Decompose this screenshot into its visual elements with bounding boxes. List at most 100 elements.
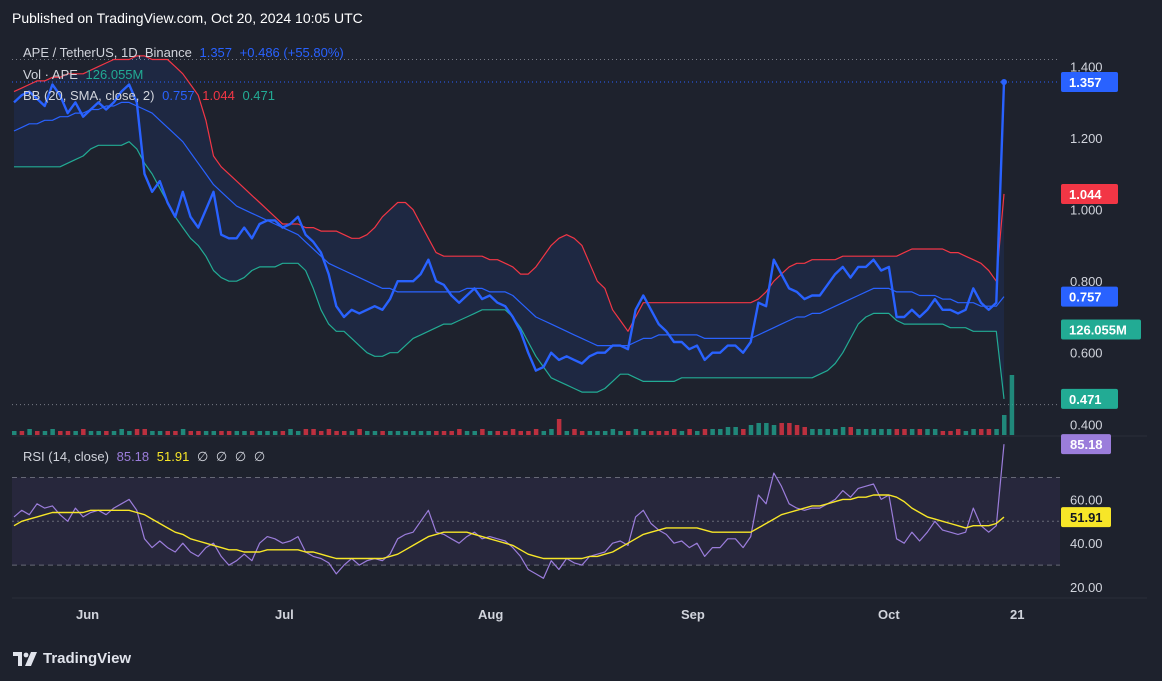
price-line[interactable] <box>13 81 1006 372</box>
volume-bar <box>556 419 562 435</box>
volume-bar <box>42 431 48 435</box>
volume-bar <box>656 431 662 435</box>
price-badge <box>1061 388 1118 409</box>
tradingview-logo-icon <box>13 651 37 666</box>
date-axis-label: Jun <box>76 607 99 622</box>
volume-bar <box>157 431 163 435</box>
volume-bar <box>134 429 140 435</box>
volume-bar <box>418 431 424 435</box>
volume-bar <box>794 425 800 435</box>
price-axis-tick: 1.400 <box>1070 60 1103 75</box>
volume-bar <box>257 431 263 435</box>
volume-bar <box>96 431 101 435</box>
volume-bar <box>265 431 270 435</box>
price-badge-label: 126.055M <box>1069 322 1127 337</box>
price-axis-tick: 0.400 <box>1070 417 1103 432</box>
legend-rsi-label[interactable]: RSI (14, close) <box>23 449 109 464</box>
volume-bar <box>886 429 892 435</box>
rsi-badge <box>1061 507 1111 528</box>
legend-rsi-null: ∅ <box>253 449 266 464</box>
volume-bar <box>188 431 194 435</box>
volume-bar <box>196 431 201 435</box>
legend-bb-label[interactable]: BB (20, SMA, close, 2) <box>23 88 155 103</box>
price-badge <box>1061 286 1118 307</box>
volume-bar <box>572 429 577 435</box>
rsi-badge-label: 85.18 <box>1070 437 1103 452</box>
volume-bar <box>27 429 32 435</box>
volume-bar <box>219 431 224 435</box>
legend-symbol[interactable]: APE / TetherUS, 1D, Binance <box>23 45 192 60</box>
volume-bar <box>710 429 715 435</box>
volume-bar <box>395 431 401 435</box>
volume-bar <box>672 429 677 435</box>
bb-basis-line[interactable] <box>13 101 1005 347</box>
rsi-band-fill <box>12 477 1060 566</box>
chart-canvas[interactable]: 1.400 1.200 1.000 0.800 0.600 0.400 1.357 1.044… <box>12 38 1147 638</box>
volume-bar <box>848 427 854 435</box>
volume-bar <box>625 431 631 435</box>
volume-bar <box>211 431 217 435</box>
volume-bar <box>679 431 685 435</box>
volume-bar <box>249 431 255 435</box>
rsi-axis-tick: 40.00 <box>1070 536 1103 551</box>
volume-bar <box>35 431 40 435</box>
volume-bar <box>503 431 508 435</box>
volume-bar <box>618 431 623 435</box>
legend-volume-row: Vol · APE 126.055M <box>23 67 147 82</box>
footer-brand[interactable]: TradingView <box>13 650 131 667</box>
volume-bar <box>50 429 55 435</box>
volume-bar <box>295 431 301 435</box>
volume-bar <box>434 431 439 435</box>
volume-bar <box>779 423 784 435</box>
price-badge-label: 0.757 <box>1069 290 1102 305</box>
volume-bar <box>226 431 232 435</box>
volume-bar <box>411 431 416 435</box>
volume-bar <box>334 431 339 435</box>
volume-bar <box>963 431 969 435</box>
volume-bar <box>802 427 807 435</box>
volume-bar <box>119 429 124 435</box>
date-axis-label: Sep <box>681 607 705 622</box>
volume-bar <box>388 431 393 435</box>
volume-bar <box>457 429 462 435</box>
volume-bar <box>695 431 700 435</box>
volume-bar <box>978 429 984 435</box>
volume-bar <box>464 431 470 435</box>
volume-bar <box>871 429 877 435</box>
volume-bar <box>971 429 976 435</box>
legend-bb-lower: 0.471 <box>242 88 276 103</box>
volume-bar <box>81 429 86 435</box>
bb-upper-line[interactable] <box>13 55 1005 332</box>
volume-bar <box>687 429 692 435</box>
price-badge <box>1061 319 1141 340</box>
legend-volume-label[interactable]: Vol · APE <box>23 67 78 82</box>
legend-rsi-null: ∅ <box>196 449 209 464</box>
bb-band-fill <box>14 55 1004 399</box>
last-price-dot <box>1001 78 1007 85</box>
published-caption: Published on TradingView.com, Oct 20, 20… <box>12 10 363 26</box>
volume-bar <box>840 427 846 435</box>
volume-bar <box>817 429 823 435</box>
legend-price: 1.357 <box>199 45 233 60</box>
legend-rsi-value: 85.18 <box>116 449 150 464</box>
volume-bar <box>526 431 531 435</box>
legend-change: +0.486 (+55.80%) <box>239 45 344 60</box>
date-axis-label: 21 <box>1010 607 1024 622</box>
price-badge <box>1061 183 1118 204</box>
volume-bar <box>756 423 761 435</box>
rsi-ma-line[interactable] <box>13 494 1005 560</box>
volume-bar <box>664 431 669 435</box>
volume-bar <box>909 429 915 435</box>
volume-bar <box>810 429 815 435</box>
rsi-axis-tick: 20.00 <box>1070 580 1103 595</box>
legend-rsi-null: ∅ <box>234 449 247 464</box>
volume-bar <box>863 429 869 435</box>
volume-bar <box>242 431 247 435</box>
volume-bar <box>357 429 362 435</box>
volume-bar <box>610 429 616 435</box>
volume-bar <box>948 431 953 435</box>
volume-bar <box>127 431 132 435</box>
volume-bar <box>541 431 547 435</box>
volume-bar <box>1009 375 1015 435</box>
volume-bar <box>441 431 447 435</box>
